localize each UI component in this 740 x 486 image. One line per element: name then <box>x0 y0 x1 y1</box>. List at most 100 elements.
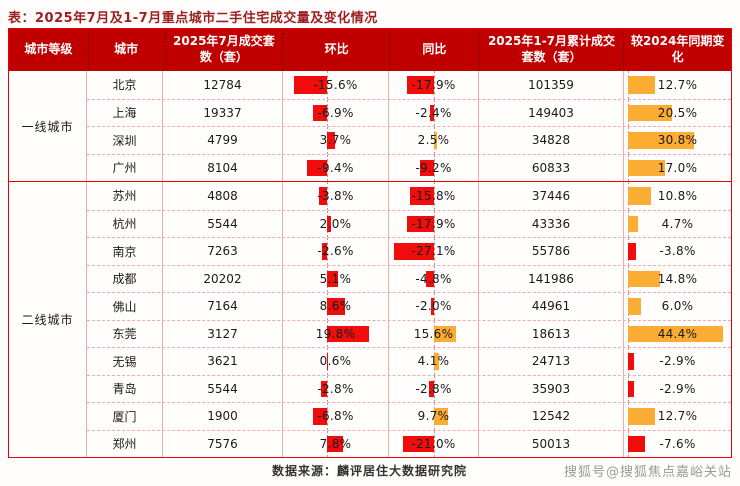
mom-value: -9.4% <box>317 160 354 175</box>
mom-value: 19.8% <box>315 326 356 341</box>
col-header-city: 城市 <box>89 29 165 71</box>
vs-2024-cell: 10.8% <box>624 182 731 210</box>
vs-2024-cell: -2.9% <box>624 348 731 375</box>
axis-line <box>327 154 329 181</box>
data-source-note: 数据来源：麟评居住大数据研究院 <box>272 464 468 478</box>
vs-2024-bar <box>628 408 656 425</box>
table-row: 成都 20202 5.1% -4.8% 141986 14.8% <box>87 264 731 292</box>
axis-line <box>433 293 435 320</box>
axis-line <box>433 430 435 457</box>
city-cell: 苏州 <box>87 182 163 210</box>
vs-2024-bar <box>628 215 639 232</box>
city-cell: 杭州 <box>87 210 163 237</box>
axis-line <box>433 210 435 237</box>
city-cell: 青岛 <box>87 375 163 402</box>
july-sales-cell: 5544 <box>163 375 283 402</box>
mom-value: -6.8% <box>317 409 354 424</box>
yoy-cell: 15.6% <box>389 320 479 347</box>
vs-2024-cell: -3.8% <box>624 238 731 265</box>
vs-2024-bar <box>628 76 656 94</box>
axis-line <box>433 182 435 210</box>
city-cell: 上海 <box>87 99 163 126</box>
mom-cell: -9.4% <box>283 154 389 181</box>
yoy-value: -2.8% <box>415 381 452 396</box>
axis-line <box>433 238 435 265</box>
axis-line <box>433 154 435 181</box>
vs-2024-cell: 4.7% <box>624 210 731 237</box>
axis-line <box>433 71 435 99</box>
yoy-cell: -2.8% <box>389 375 479 402</box>
col-header-cumulative-sales: 2025年1-7月累计成交套数（套） <box>480 29 625 71</box>
mom-cell: -6.8% <box>283 403 389 430</box>
vs-2024-value: 17.0% <box>657 160 698 175</box>
axis-line <box>327 71 329 99</box>
yoy-bar <box>393 243 434 260</box>
tier-group: 二线城市 苏州 4808 -3.8% -15.8% 37446 10.8% 杭州 5544 2.0… <box>9 181 731 457</box>
city-cell: 广州 <box>87 154 163 181</box>
cumulative-sales-cell: 35903 <box>479 375 624 402</box>
mom-cell: 5.1% <box>283 265 389 292</box>
axis-line <box>327 375 329 402</box>
mom-cell: -6.9% <box>283 99 389 126</box>
mom-bar <box>294 76 328 94</box>
yoy-cell: -27.1% <box>389 238 479 265</box>
vs-2024-cell: -7.6% <box>624 430 731 457</box>
vs-2024-cell: 30.8% <box>624 127 731 154</box>
vs-2024-value: 6.0% <box>661 299 694 314</box>
mom-bar <box>327 325 369 342</box>
city-cell: 厦门 <box>87 403 163 430</box>
mom-bar <box>312 408 328 425</box>
yoy-value: -2.0% <box>415 299 452 314</box>
yoy-bar <box>407 76 434 94</box>
july-sales-cell: 1900 <box>163 403 283 430</box>
july-sales-cell: 12784 <box>163 71 283 99</box>
yoy-bar <box>407 215 434 232</box>
vs-2024-value: 12.7% <box>657 77 698 92</box>
july-sales-cell: 3127 <box>163 320 283 347</box>
cumulative-sales-cell: 24713 <box>479 348 624 375</box>
cumulative-sales-cell: 12542 <box>479 403 624 430</box>
yoy-cell: -9.2% <box>389 154 479 181</box>
mom-bar <box>327 132 335 149</box>
tier-cell: 一线城市 <box>9 71 87 181</box>
table-row: 广州 8104 -9.4% -9.2% 60833 17.0% <box>87 153 731 181</box>
mom-cell: 8.6% <box>283 293 389 320</box>
yoy-cell: 2.5% <box>389 127 479 154</box>
july-sales-cell: 20202 <box>163 265 283 292</box>
vs-2024-cell: 17.0% <box>624 154 731 181</box>
vs-2024-bar <box>628 435 645 452</box>
yoy-cell: 9.7% <box>389 403 479 430</box>
mom-cell: -2.6% <box>283 238 389 265</box>
mom-cell: 3.7% <box>283 127 389 154</box>
vs-2024-value: 12.7% <box>657 409 698 424</box>
vs-2024-bar <box>628 353 635 370</box>
city-cell: 东莞 <box>87 320 163 347</box>
yoy-bar <box>433 132 438 149</box>
mom-cell: 7.8% <box>283 430 389 457</box>
mom-bar <box>321 380 328 397</box>
tier-rows: 北京 12784 -15.6% -17.9% 101359 12.7% 上海 19337 -6.… <box>87 71 731 181</box>
cumulative-sales-cell: 149403 <box>479 99 624 126</box>
vs-2024-value: 30.8% <box>657 133 698 148</box>
axis-line <box>433 265 435 292</box>
vs-2024-bar <box>628 159 665 176</box>
yoy-value: 4.1% <box>417 354 450 369</box>
data-table: 城市等级 城市 2025年7月成交套数（套） 环比 同比 2025年1-7月累计… <box>8 28 732 458</box>
mom-value: -6.9% <box>317 105 354 120</box>
mom-value: 3.7% <box>319 133 352 148</box>
vs-2024-cell: 44.4% <box>624 320 731 347</box>
table-row: 厦门 1900 -6.8% 9.7% 12542 12.7% <box>87 402 731 430</box>
vs-2024-bar <box>628 298 642 315</box>
vs-2024-cell: -2.9% <box>624 375 731 402</box>
vs-2024-cell: 12.7% <box>624 403 731 430</box>
axis-line <box>327 99 329 126</box>
city-cell: 佛山 <box>87 293 163 320</box>
table-row: 南京 7263 -2.6% -27.1% 55786 -3.8% <box>87 237 731 265</box>
vs-2024-value: 44.4% <box>657 326 698 341</box>
vs-2024-cell: 6.0% <box>624 293 731 320</box>
yoy-cell: -2.0% <box>389 293 479 320</box>
mom-cell: -2.8% <box>283 375 389 402</box>
mom-bar <box>307 159 328 176</box>
axis-line <box>327 182 329 210</box>
yoy-cell: -15.8% <box>389 182 479 210</box>
